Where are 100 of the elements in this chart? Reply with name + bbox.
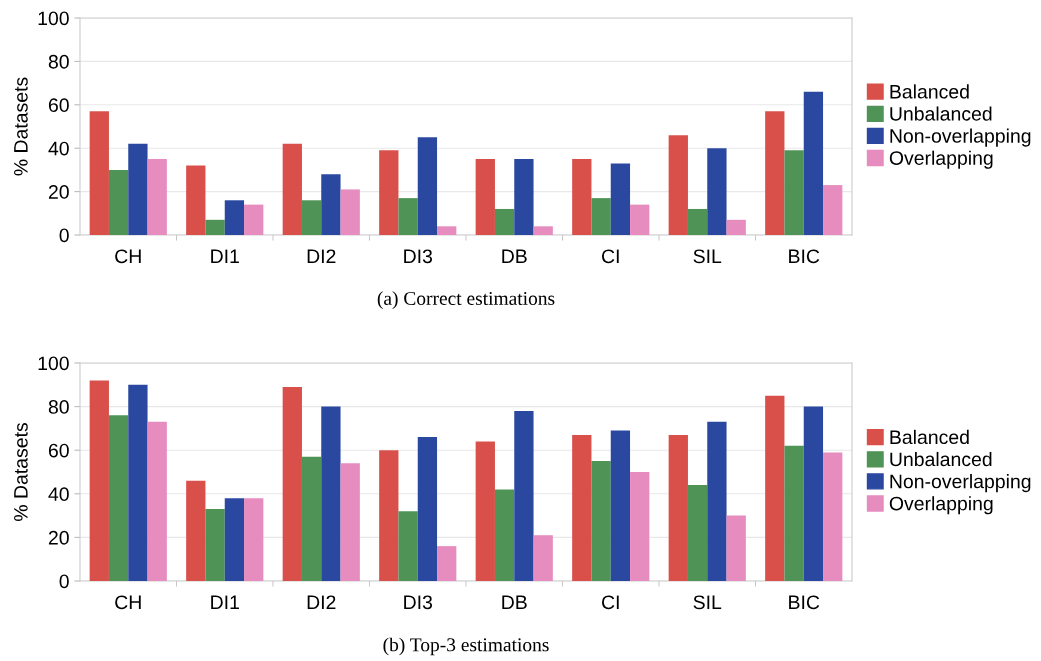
legend-label: Unbalanced: [890, 451, 992, 467]
bar: [282, 386, 302, 581]
bar: [379, 450, 399, 581]
bar: [205, 509, 225, 581]
x-tick-label: CI: [602, 595, 619, 610]
bar: [591, 198, 611, 235]
bar: [340, 463, 360, 581]
legend-label: Unbalanced: [890, 106, 992, 121]
text: (b) Top-3 estimations: [383, 637, 549, 656]
y-axis-title: % Datasets: [14, 77, 28, 176]
x-tick-label: DI2: [307, 595, 336, 609]
bar: [494, 208, 515, 235]
x-tick-label: DI3: [404, 249, 433, 264]
bar: [108, 169, 129, 235]
y-tick-label: 60: [48, 443, 69, 458]
y-tick-label: 0: [59, 574, 69, 589]
bar: [687, 485, 708, 581]
bar: [398, 511, 418, 581]
bar: [494, 489, 515, 581]
x-tick-label: DB: [502, 249, 527, 263]
bar: [437, 226, 457, 235]
legend-label: Overlapping: [889, 496, 993, 515]
y-tick-label: 0: [59, 228, 69, 243]
x-tick-label: CI: [602, 249, 619, 264]
legend-label: Overlapping: [889, 150, 993, 169]
y-tick-label: 80: [48, 400, 69, 414]
bar: [128, 143, 148, 235]
bar: [417, 137, 438, 235]
bar: [224, 498, 245, 581]
bar: [726, 219, 746, 235]
bar: [726, 515, 746, 581]
bar: [533, 226, 553, 235]
bar: [321, 174, 341, 235]
bar: [823, 185, 843, 235]
y-tick-label: 20: [48, 530, 69, 545]
bar: [630, 472, 650, 581]
bar: [572, 434, 592, 581]
bar: [475, 441, 495, 581]
bar: [765, 111, 785, 235]
y-tick-label: 100: [38, 356, 69, 371]
bar: [282, 143, 302, 235]
y-tick-label: 100: [38, 11, 69, 26]
legend-label: Non-overlapping: [890, 474, 1031, 493]
x-tick-label: DI2: [307, 249, 336, 263]
bar: [244, 498, 264, 581]
bar: [108, 415, 129, 581]
text: (a) Correct estimations: [377, 291, 555, 309]
bar: [630, 204, 650, 235]
bar: [379, 150, 399, 235]
y-tick-label: 40: [48, 141, 69, 156]
bar: [610, 163, 631, 235]
bar: [707, 148, 727, 235]
bar: [398, 198, 418, 235]
bar: [610, 430, 631, 581]
bar: [668, 135, 688, 235]
legend-label: Non-overlapping: [890, 128, 1031, 147]
x-tick-label: BIC: [789, 595, 820, 610]
bar: [147, 421, 167, 581]
x-tick-label: DI3: [404, 595, 433, 610]
bar: [301, 456, 322, 581]
x-tick-label: DI1: [211, 249, 239, 263]
y-axis-title: % Datasets: [14, 422, 28, 522]
bar: [572, 159, 592, 235]
legend-label: Balanced: [890, 429, 969, 445]
x-tick-label: DB: [502, 595, 527, 609]
x-tick-label: SIL: [693, 249, 722, 264]
bar: [321, 406, 341, 581]
bar: [823, 452, 843, 581]
bar: [803, 91, 824, 235]
bar: [205, 219, 225, 235]
bar: [803, 406, 824, 581]
x-tick-label: DI1: [211, 595, 239, 609]
bar: [244, 204, 264, 235]
bar: [186, 165, 206, 235]
y-tick-label: 40: [48, 487, 69, 502]
bar: [514, 159, 534, 235]
bar: [784, 150, 804, 235]
bar: [147, 159, 167, 235]
bar: [687, 208, 708, 235]
bar: [89, 380, 109, 581]
bar: [301, 200, 322, 235]
bar: [224, 200, 245, 235]
bar: [475, 159, 495, 235]
bar: [591, 461, 611, 581]
bar: [668, 434, 688, 581]
bar: [784, 445, 804, 581]
bar: [707, 421, 727, 581]
y-tick-label: 60: [48, 98, 69, 113]
bar: [533, 535, 553, 581]
x-tick-label: CH: [115, 595, 141, 610]
bar: [437, 546, 457, 581]
bar: [89, 111, 109, 235]
bar: [128, 384, 148, 581]
bar: [340, 189, 360, 235]
bar: [765, 395, 785, 581]
bar: [514, 410, 534, 581]
legend-label: Balanced: [890, 84, 969, 99]
x-tick-label: BIC: [789, 249, 820, 264]
x-tick-label: CH: [115, 249, 141, 264]
bar: [417, 437, 438, 581]
